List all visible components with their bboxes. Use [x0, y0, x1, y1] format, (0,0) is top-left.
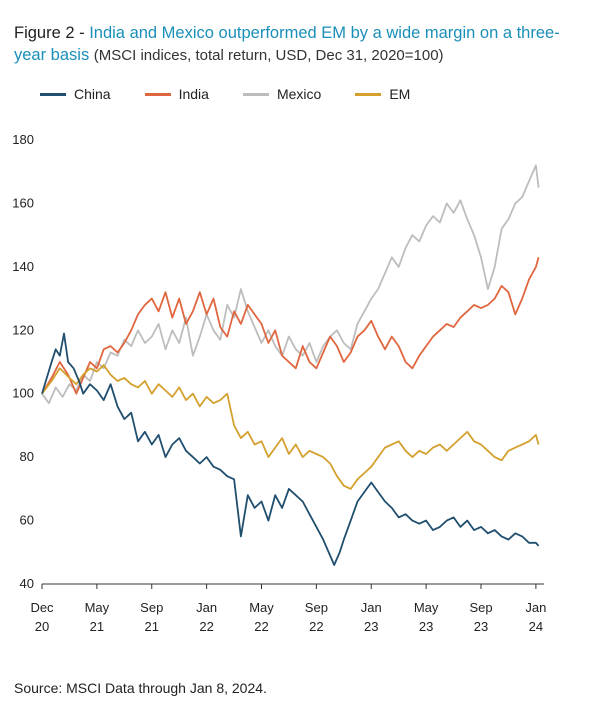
x-tick-label: May [85, 600, 110, 615]
legend-label: EM [389, 86, 411, 102]
y-tick-label: 120 [12, 322, 34, 337]
legend-swatch [355, 92, 382, 96]
x-tick-label: Sep [140, 600, 163, 615]
y-tick-label: 180 [12, 132, 34, 147]
x-tick-label: May [414, 600, 439, 615]
series-line-india [41, 257, 540, 395]
y-tick-label: 80 [20, 449, 34, 464]
x-tick-label: 22 [254, 619, 268, 634]
legend-swatch [242, 92, 269, 96]
legend-swatch [40, 92, 66, 96]
x-tick-label: May [249, 600, 274, 615]
legend-item-em: EM [355, 86, 410, 102]
legend-swatch [144, 92, 171, 96]
legend-item-india: India [144, 86, 209, 102]
legend-label: Mexico [276, 86, 322, 102]
y-tick-label: 140 [12, 259, 34, 274]
figure-label: Figure 2 - [14, 24, 90, 42]
x-tick-label: 22 [309, 619, 323, 634]
x-tick-label: Jan [525, 600, 546, 615]
x-tick-label: 23 [474, 619, 488, 634]
x-tick-label: 21 [145, 619, 159, 634]
line-chart: 40 60 80 100 120 140 160 180 Dec 20 May 21 Sep 21 Jan 2… [12, 132, 546, 634]
legend-item-mexico: Mexico [242, 86, 322, 102]
y-tick-label: 100 [12, 386, 34, 401]
source-note: Source: MSCI Data through Jan 8, 2024. [14, 680, 267, 696]
chart-subtitle: (MSCI indices, total return, USD, Dec 31… [93, 47, 444, 64]
legend-label: India [178, 86, 209, 102]
x-tick-label: 23 [364, 619, 378, 634]
series-line-china [41, 332, 540, 566]
x-tick-label: Jan [361, 600, 382, 615]
y-tick-label: 40 [20, 576, 34, 591]
x-tick-label: Dec [30, 600, 54, 615]
legend: China India Mexico EM [40, 86, 444, 102]
series-line-mexico [41, 164, 540, 405]
legend-label: China [74, 86, 111, 102]
chart-headline: India and Mexico outperformed EM by a wi… [14, 24, 560, 64]
chart-title: Figure 2 - India and Mexico outperformed… [14, 22, 589, 67]
y-tick-label: 160 [12, 195, 34, 210]
x-tick-label: 22 [199, 619, 213, 634]
x-tick-label: 24 [529, 619, 543, 634]
x-tick-label: 20 [35, 619, 49, 634]
legend-item-china: China [40, 86, 111, 102]
x-tick-label: 21 [90, 619, 104, 634]
y-tick-label: 60 [20, 513, 34, 528]
x-tick-label: Sep [469, 600, 492, 615]
x-tick-label: Jan [196, 600, 217, 615]
x-tick-label: Sep [305, 600, 328, 615]
x-tick-label: 23 [419, 619, 433, 634]
series-line-em [41, 364, 540, 490]
